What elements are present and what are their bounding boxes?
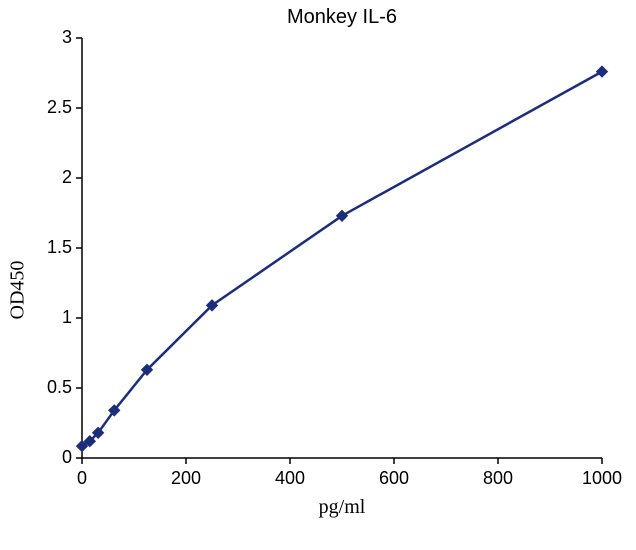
y-tick-label: 3 bbox=[62, 27, 72, 48]
y-tick-label: 2 bbox=[62, 167, 72, 188]
ticks-group bbox=[76, 38, 602, 464]
y-tick-label: 1.5 bbox=[47, 237, 72, 258]
y-tick-label: 0 bbox=[62, 447, 72, 468]
x-tick-label: 400 bbox=[260, 468, 320, 489]
data-point-marker bbox=[597, 66, 608, 77]
x-tick-label: 200 bbox=[156, 468, 216, 489]
x-tick-label: 1000 bbox=[572, 468, 632, 489]
chart-container: Monkey IL-6 OD450 pg/ml 00.511.522.53020… bbox=[0, 0, 636, 550]
x-tick-label: 800 bbox=[468, 468, 528, 489]
y-tick-label: 0.5 bbox=[47, 377, 72, 398]
series-group bbox=[77, 66, 608, 452]
x-tick-label: 0 bbox=[52, 468, 112, 489]
x-tick-label: 600 bbox=[364, 468, 424, 489]
y-tick-label: 2.5 bbox=[47, 97, 72, 118]
series-line bbox=[82, 72, 602, 447]
axes-group bbox=[82, 38, 602, 458]
y-tick-label: 1 bbox=[62, 307, 72, 328]
